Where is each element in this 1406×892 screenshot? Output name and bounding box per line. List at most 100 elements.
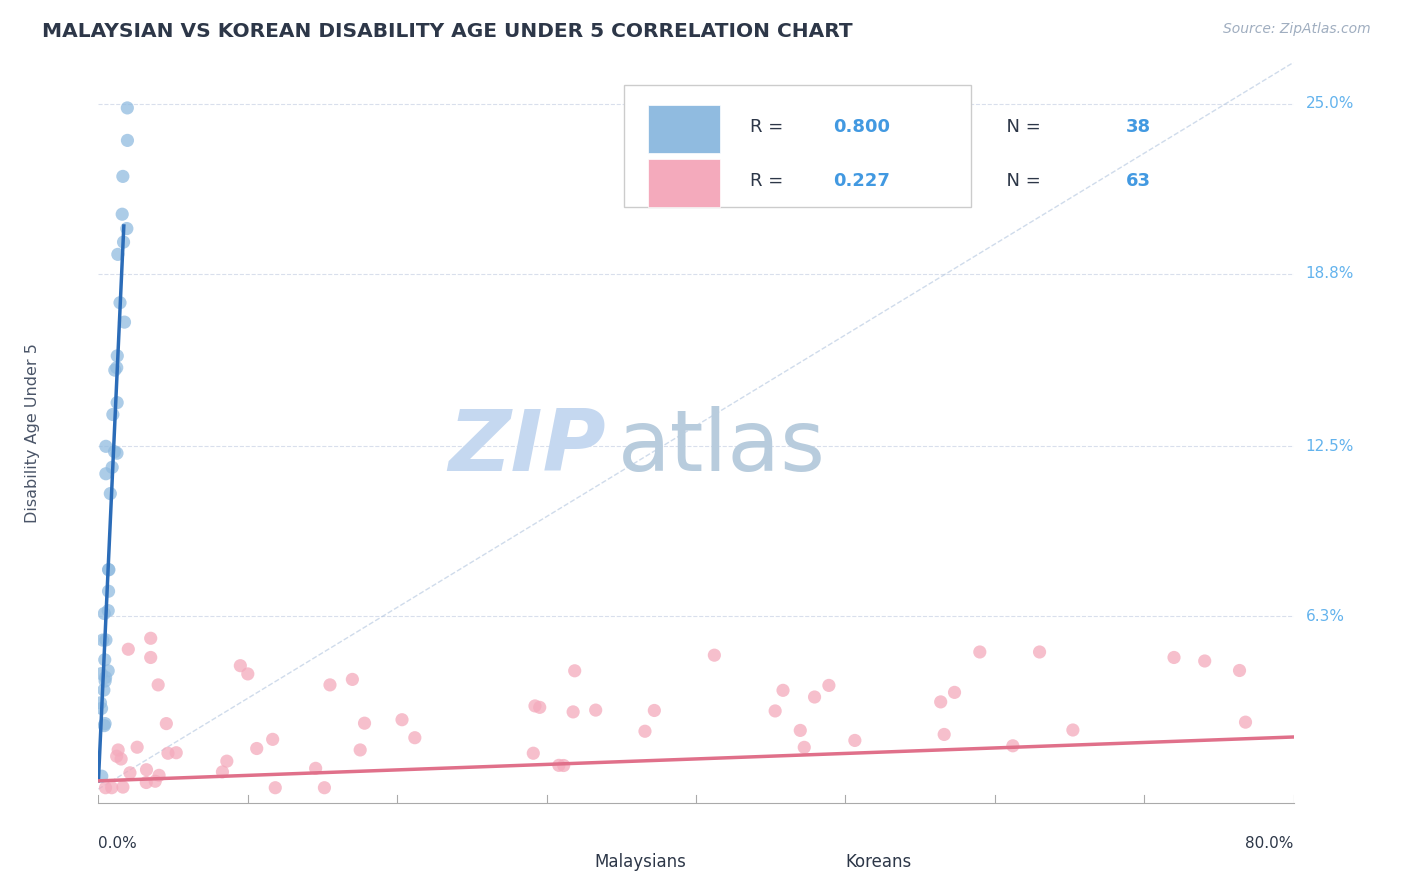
Text: 18.8%: 18.8% xyxy=(1306,266,1354,281)
Point xyxy=(93,607,115,621)
Point xyxy=(100,780,122,795)
Point xyxy=(118,765,141,780)
Point xyxy=(104,363,127,377)
Point xyxy=(529,700,551,714)
Point xyxy=(148,768,170,782)
Point xyxy=(105,446,128,460)
Point xyxy=(108,295,131,310)
Point xyxy=(1229,664,1251,678)
Point xyxy=(135,763,157,777)
Point xyxy=(1163,650,1185,665)
Point xyxy=(101,460,124,475)
Point xyxy=(103,444,125,458)
Point xyxy=(94,716,117,731)
Point xyxy=(98,486,121,500)
Text: atlas: atlas xyxy=(619,406,827,489)
Point xyxy=(94,780,117,795)
Point xyxy=(110,752,132,766)
Point xyxy=(523,698,546,713)
Text: N =: N = xyxy=(995,119,1046,136)
Point xyxy=(93,683,115,698)
Point xyxy=(107,743,129,757)
Point xyxy=(264,780,287,795)
Point xyxy=(112,235,135,249)
Point xyxy=(1234,715,1257,730)
Point xyxy=(94,673,117,688)
Point xyxy=(156,746,179,760)
Point xyxy=(1194,654,1216,668)
Text: 0.227: 0.227 xyxy=(834,172,890,190)
Point xyxy=(818,678,841,692)
Text: Source: ZipAtlas.com: Source: ZipAtlas.com xyxy=(1223,22,1371,37)
Point xyxy=(107,247,129,261)
Point xyxy=(763,704,786,718)
Point xyxy=(553,758,575,772)
Point xyxy=(319,678,342,692)
Text: R =: R = xyxy=(749,172,789,190)
Point xyxy=(139,632,162,646)
FancyBboxPatch shape xyxy=(648,105,720,153)
Point xyxy=(143,774,166,789)
Text: 6.3%: 6.3% xyxy=(1306,609,1344,624)
Point xyxy=(105,360,128,375)
Text: 12.5%: 12.5% xyxy=(1306,439,1354,454)
FancyBboxPatch shape xyxy=(624,85,972,207)
Point xyxy=(105,349,128,363)
Point xyxy=(211,764,233,779)
Point xyxy=(943,685,966,699)
Text: 63: 63 xyxy=(1126,172,1152,190)
Point xyxy=(643,703,665,717)
Point xyxy=(262,732,284,747)
Text: 80.0%: 80.0% xyxy=(1246,836,1294,851)
Point xyxy=(342,673,364,687)
Point xyxy=(1001,739,1024,753)
Point xyxy=(929,695,952,709)
Point xyxy=(844,733,866,747)
Point xyxy=(111,780,134,794)
Text: ZIP: ZIP xyxy=(449,406,606,489)
Point xyxy=(117,101,139,115)
Point xyxy=(115,221,138,235)
Point xyxy=(90,701,112,715)
Point xyxy=(634,724,657,739)
Point xyxy=(97,604,120,618)
FancyBboxPatch shape xyxy=(779,847,827,880)
Point xyxy=(97,664,120,678)
Text: 0.800: 0.800 xyxy=(834,119,890,136)
Point xyxy=(353,716,375,731)
Point xyxy=(105,749,128,764)
Point xyxy=(547,758,569,772)
Point xyxy=(111,207,134,221)
Point xyxy=(135,775,157,789)
Point xyxy=(391,713,413,727)
Point xyxy=(1028,645,1050,659)
Point xyxy=(564,664,586,678)
Text: Koreans: Koreans xyxy=(845,853,911,871)
Point xyxy=(105,395,128,409)
Point xyxy=(91,633,114,648)
Text: 0.0%: 0.0% xyxy=(98,836,138,851)
Point xyxy=(89,696,111,710)
Point xyxy=(97,563,120,577)
Text: 38: 38 xyxy=(1126,119,1152,136)
Text: MALAYSIAN VS KOREAN DISABILITY AGE UNDER 5 CORRELATION CHART: MALAYSIAN VS KOREAN DISABILITY AGE UNDER… xyxy=(42,22,853,41)
Point xyxy=(97,584,120,599)
Point xyxy=(94,653,117,667)
Point xyxy=(314,780,336,795)
Point xyxy=(229,658,252,673)
Text: N =: N = xyxy=(995,172,1046,190)
Point xyxy=(522,746,544,760)
Point xyxy=(789,723,811,738)
Point xyxy=(236,667,259,681)
Point xyxy=(349,743,371,757)
Point xyxy=(803,690,825,704)
Point xyxy=(148,678,170,692)
Point xyxy=(93,718,115,732)
Point xyxy=(772,683,794,698)
Point xyxy=(246,741,269,756)
Point xyxy=(215,754,238,768)
Text: Disability Age Under 5: Disability Age Under 5 xyxy=(25,343,41,523)
Point xyxy=(304,761,326,775)
Point xyxy=(969,645,991,659)
Point xyxy=(585,703,607,717)
